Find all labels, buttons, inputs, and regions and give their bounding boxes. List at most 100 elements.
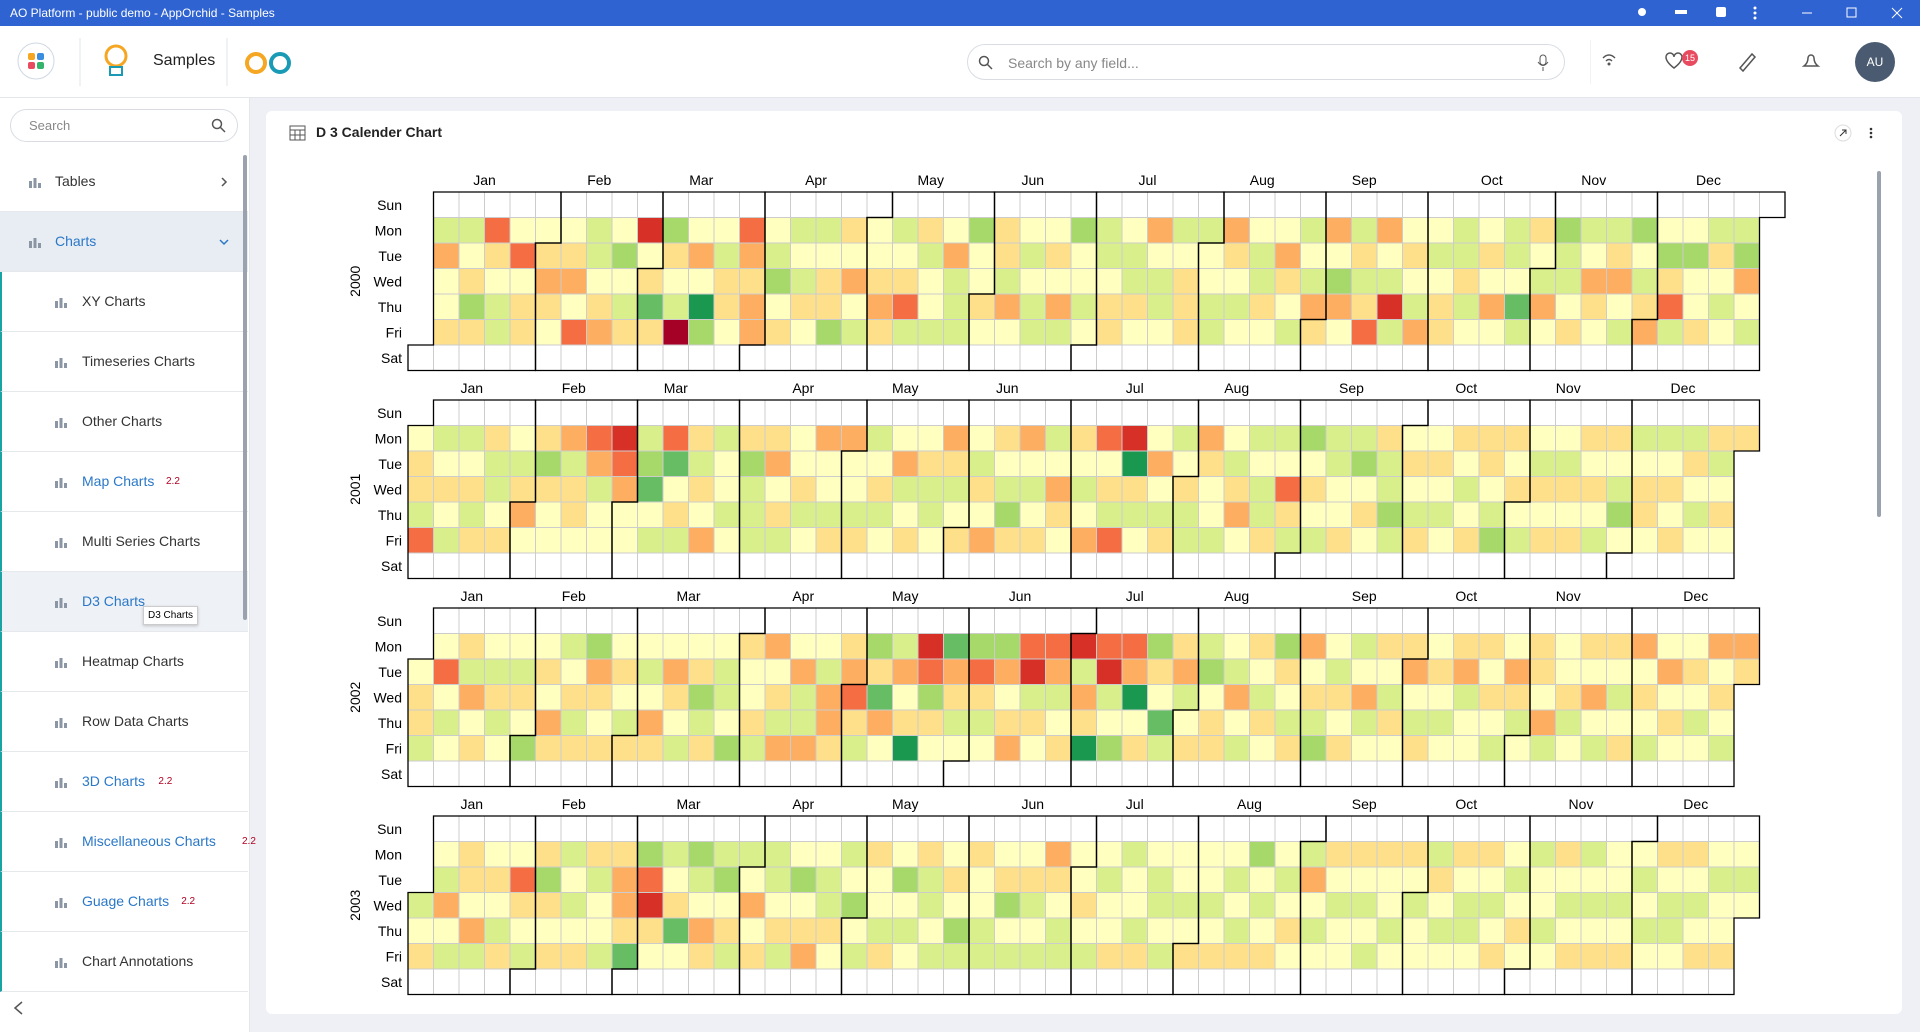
day-cell: [1555, 501, 1582, 528]
empty-cell: [1070, 552, 1097, 579]
month-label: Apr: [792, 796, 814, 812]
nav-item[interactable]: D3 Charts: [0, 572, 248, 632]
empty-cell: [1427, 760, 1454, 787]
empty-cell: [1504, 399, 1531, 426]
scrollbar[interactable]: [243, 155, 247, 620]
day-cell: [637, 450, 664, 477]
day-cell: [1606, 527, 1633, 554]
empty-cell: [1453, 607, 1480, 634]
day-cell: [790, 658, 817, 685]
day-cell: [1427, 217, 1454, 244]
empty-cell: [611, 191, 638, 218]
month-outline: [1605, 399, 1761, 580]
day-cell: [1223, 425, 1250, 452]
day-cell: [1708, 319, 1735, 346]
month-label: Jul: [1126, 796, 1144, 812]
nav-item[interactable]: Guage Charts 2.2: [0, 872, 248, 932]
empty-cell: [713, 552, 740, 579]
nav-item[interactable]: Tables: [0, 152, 248, 212]
day-cell: [1555, 242, 1582, 269]
day-cell: [458, 425, 485, 452]
day-cell: [1657, 892, 1684, 919]
day-cell: [1019, 242, 1046, 269]
empty-cell: [535, 399, 562, 426]
nav-item[interactable]: Row Data Charts: [0, 692, 248, 752]
day-cell: [1325, 917, 1352, 944]
day-cell: [943, 735, 970, 762]
day-cell: [1121, 293, 1148, 320]
nav-tag: 2.2: [181, 896, 196, 907]
day-cell: [943, 866, 970, 893]
day-cell: [662, 709, 689, 736]
day-cell: [662, 501, 689, 528]
day-cell: [815, 658, 842, 685]
day-cell: [1682, 841, 1709, 868]
day-cell: [484, 866, 511, 893]
empty-cell: [1427, 399, 1454, 426]
day-cell: [611, 293, 638, 320]
empty-cell: [790, 399, 817, 426]
empty-cell: [433, 191, 460, 218]
nav-item[interactable]: 3D Charts 2.2: [0, 752, 248, 812]
nav-item[interactable]: Charts: [0, 212, 248, 272]
nav-item[interactable]: XY Charts: [0, 272, 248, 332]
nav-label: Charts: [55, 233, 97, 249]
day-cell: [1657, 684, 1684, 711]
empty-cell: [458, 815, 485, 842]
nav-item[interactable]: Map Charts 2.2: [0, 452, 248, 512]
nav-item[interactable]: Miscellaneous Charts 2.2: [0, 812, 256, 872]
day-cell: [1529, 658, 1556, 685]
scrollbar[interactable]: [1877, 171, 1881, 517]
day-cell: [1453, 527, 1480, 554]
day-cell: [1198, 943, 1225, 970]
empty-cell: [560, 191, 587, 218]
day-cell: [1300, 684, 1327, 711]
empty-cell: [1657, 552, 1684, 579]
empty-cell: [1172, 760, 1199, 787]
day-cell: [841, 527, 868, 554]
empty-cell: [1453, 399, 1480, 426]
collapse-button[interactable]: [12, 1000, 26, 1016]
empty-cell: [713, 760, 740, 787]
day-cell: [994, 633, 1021, 660]
day-cell: [1631, 425, 1658, 452]
empty-cell: [1274, 399, 1301, 426]
day-cell: [1376, 527, 1403, 554]
day-cell: [1300, 735, 1327, 762]
avatar[interactable]: AU: [1867, 55, 1884, 69]
month-label: Feb: [562, 588, 586, 604]
empty-cell: [739, 552, 766, 579]
nav-item[interactable]: Chart Annotations: [0, 932, 248, 992]
day-cell: [1427, 684, 1454, 711]
mic-icon[interactable]: [1536, 53, 1550, 73]
sidebar-search[interactable]: Search: [10, 109, 238, 142]
day-cell: [1019, 943, 1046, 970]
day-cell: [1606, 242, 1633, 269]
nav-item[interactable]: Other Charts: [0, 392, 248, 452]
day-cell: [1223, 527, 1250, 554]
day-cell: [484, 217, 511, 244]
empty-cell: [866, 399, 893, 426]
day-cell: [1045, 633, 1072, 660]
month-label: Sep: [1352, 588, 1377, 604]
day-cell: [1580, 501, 1607, 528]
day-cell: [892, 319, 919, 346]
day-cell: [484, 268, 511, 295]
day-cell: [1478, 633, 1505, 660]
day-cell: [917, 633, 944, 660]
day-cell: [1121, 735, 1148, 762]
global-search[interactable]: Search by any field...: [967, 44, 1565, 80]
nav-item[interactable]: Heatmap Charts: [0, 632, 248, 692]
nav-item[interactable]: Timeseries Charts: [0, 332, 248, 392]
nav-label: Timeseries Charts: [82, 353, 196, 369]
day-cell: [1478, 242, 1505, 269]
day-cell: [509, 658, 536, 685]
day-cell: [560, 866, 587, 893]
day-cell: [611, 450, 638, 477]
day-cell: [968, 268, 995, 295]
panel-actions[interactable]: [1833, 123, 1883, 143]
nav-item[interactable]: Multi Series Charts: [0, 512, 248, 572]
day-cell: [1070, 501, 1097, 528]
day-cell: [739, 319, 766, 346]
day-cell: [1402, 943, 1429, 970]
